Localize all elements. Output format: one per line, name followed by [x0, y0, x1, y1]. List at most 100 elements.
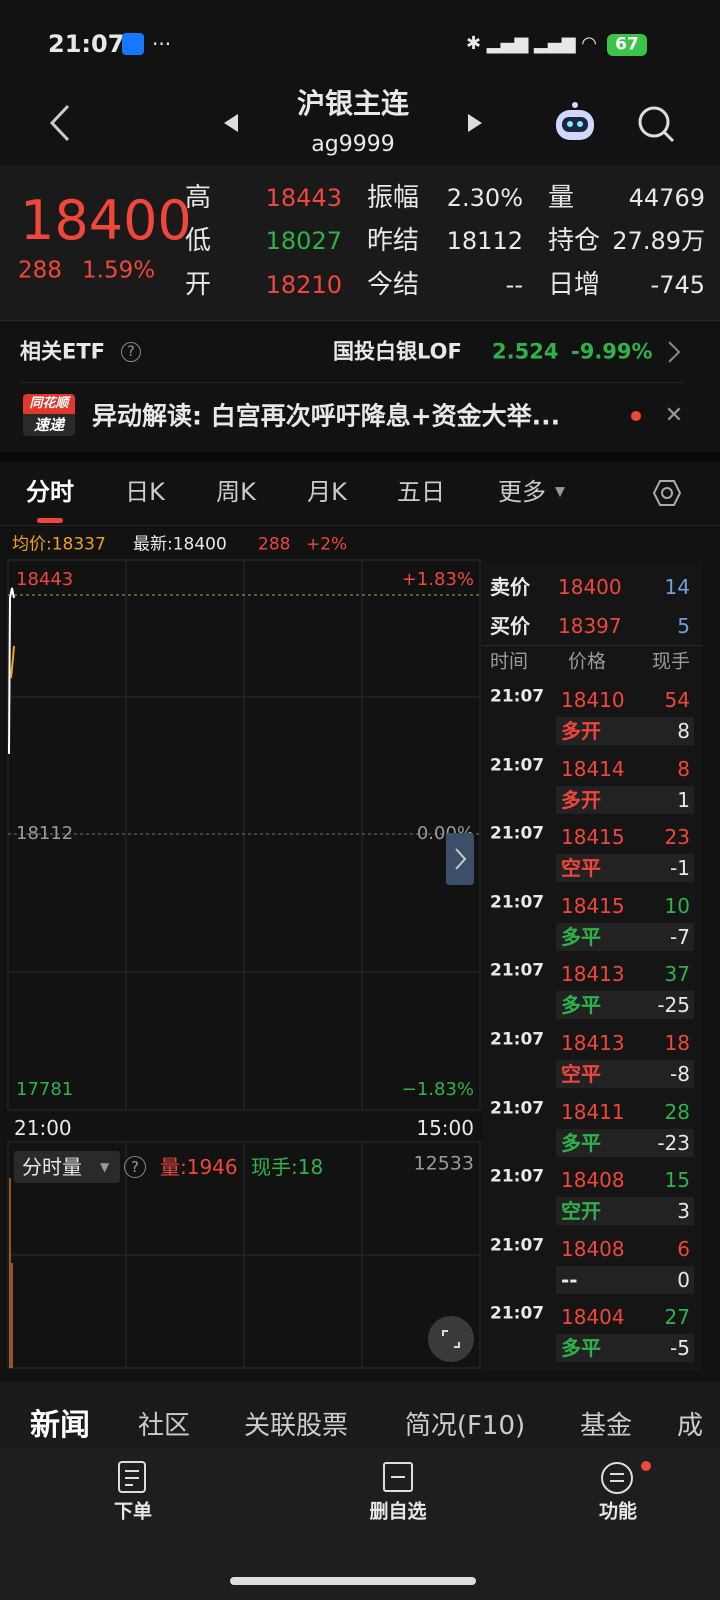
help-icon[interactable]: ? — [121, 342, 141, 362]
info-tab[interactable]: 成 — [676, 1411, 704, 1441]
etf-price: 2.524 — [492, 339, 559, 364]
info-tab[interactable]: 简况(F10) — [404, 1411, 526, 1441]
help-icon[interactable]: ? — [124, 1156, 146, 1178]
trade-type-bg — [556, 1128, 694, 1157]
etf-arrow[interactable] — [666, 340, 682, 364]
trade-delta: -25 — [657, 993, 690, 1018]
trade-type-bg — [556, 922, 694, 951]
bid-volume: 5 — [677, 614, 690, 638]
dropdown-caret: ▼ — [100, 1160, 110, 1174]
nav-label[interactable]: 删自选 — [369, 1500, 427, 1523]
chart-tab[interactable]: 月K — [307, 478, 347, 506]
trade-volume: 28 — [664, 1099, 690, 1124]
remove-watch-icon[interactable] — [381, 1460, 415, 1496]
chart-tab[interactable]: 周K — [216, 478, 256, 506]
trade-type-bg — [556, 991, 694, 1020]
alipay-icon — [122, 33, 144, 55]
assistant-icon[interactable] — [552, 100, 598, 144]
close-news[interactable]: ✕ — [664, 403, 684, 428]
trade-volume: 8 — [677, 756, 690, 781]
chart-tab[interactable]: 更多 — [498, 478, 546, 506]
trade-time: 21:07 — [490, 1166, 545, 1187]
trade-delta: 8 — [677, 719, 690, 743]
dropdown-caret: ▼ — [555, 484, 565, 500]
trade-time: 21:07 — [490, 755, 545, 776]
chart-tab[interactable]: 分时 — [26, 478, 74, 506]
news-headline[interactable]: 异动解读: 白宫再次呼吁降息+资金大举... — [92, 401, 561, 431]
last-price: 18400 — [20, 189, 192, 252]
trade-type-bg — [556, 717, 694, 745]
stat-label: 开 — [185, 270, 212, 300]
prev-button[interactable] — [222, 112, 242, 134]
fullscreen-button[interactable] — [428, 1316, 474, 1362]
trade-time: 21:07 — [490, 823, 545, 844]
nav-label[interactable]: 下单 — [113, 1500, 153, 1523]
chart-low-pct: −1.83% — [401, 1079, 474, 1100]
stat-label: 低 — [185, 226, 212, 256]
order-icon[interactable] — [116, 1460, 150, 1496]
trade-volume: 18 — [664, 1031, 690, 1055]
trade-volume: 54 — [664, 688, 690, 712]
chart-tab[interactable]: 五日 — [397, 478, 445, 506]
divider — [482, 645, 702, 646]
info-tab[interactable]: 社区 — [137, 1411, 191, 1441]
tab-indicator — [37, 518, 63, 523]
trade-volume: 37 — [664, 962, 690, 987]
badge-top: 同花顺 — [23, 394, 75, 414]
chart-tab[interactable]: 日K — [125, 478, 165, 506]
trade-type: 多开 — [561, 787, 601, 812]
info-tab[interactable]: 基金 — [579, 1411, 633, 1441]
trade-delta: 3 — [677, 1199, 690, 1224]
trade-volume: 15 — [664, 1168, 690, 1193]
function-badge — [641, 1461, 651, 1471]
stat-label: 高 — [185, 183, 212, 213]
back-button[interactable] — [40, 100, 80, 146]
latest-price: 最新:18400 — [133, 534, 227, 555]
trade-time: 21:07 — [490, 1098, 545, 1119]
trade-type-bg — [556, 1060, 694, 1088]
stat-label: 昨结 — [367, 226, 420, 256]
chart-low: 17781 — [16, 1079, 74, 1100]
stat-value: 18112 — [446, 227, 523, 255]
etf-name[interactable]: 国投白银LOF — [333, 339, 462, 364]
chart-high: 18443 — [16, 569, 74, 590]
nav-label[interactable]: 功能 — [598, 1500, 638, 1523]
axis-start: 21:00 — [14, 1116, 72, 1140]
volume-selector-label[interactable]: 分时量 — [22, 1155, 82, 1179]
trade-volume: 23 — [664, 825, 690, 850]
trade-time: 21:07 — [490, 1303, 545, 1324]
stat-value: 27.89万 — [612, 227, 705, 255]
trade-type: 多平 — [561, 1130, 601, 1155]
info-tab[interactable]: 关联股票 — [243, 1411, 349, 1441]
stat-label: 持仓 — [548, 226, 601, 256]
expand-book[interactable] — [446, 833, 474, 885]
col-price: 价格 — [568, 650, 607, 673]
stat-value: -745 — [650, 271, 705, 299]
info-tab[interactable]: 新闻 — [30, 1408, 90, 1443]
trade-volume: 6 — [677, 1236, 690, 1261]
trade-delta: -8 — [670, 1062, 690, 1086]
trade-delta: -1 — [670, 856, 690, 881]
trade-price: 18408 — [561, 1168, 625, 1193]
trade-price: 18413 — [561, 1031, 625, 1055]
next-button[interactable] — [464, 112, 484, 134]
search-button[interactable] — [636, 104, 676, 144]
price-change-pct: 1.59% — [82, 257, 156, 284]
trade-type-bg — [556, 854, 694, 883]
function-icon[interactable] — [600, 1460, 636, 1496]
trade-delta: -23 — [657, 1130, 690, 1155]
home-indicator — [230, 1577, 476, 1585]
trade-time: 21:07 — [490, 686, 545, 707]
ask-label: 卖价 — [490, 575, 530, 599]
battery-level: 67 — [615, 34, 639, 55]
status-time: 21:07 — [48, 30, 125, 58]
settings-button[interactable] — [652, 478, 682, 508]
stat-value: 18027 — [265, 227, 342, 255]
trade-type: 多平 — [561, 993, 601, 1018]
trade-delta: -5 — [670, 1336, 690, 1361]
volume-selector[interactable] — [14, 1151, 120, 1183]
trade-type: 空平 — [561, 1062, 601, 1086]
trade-type: 空平 — [561, 856, 601, 881]
col-time: 时间 — [490, 650, 529, 673]
